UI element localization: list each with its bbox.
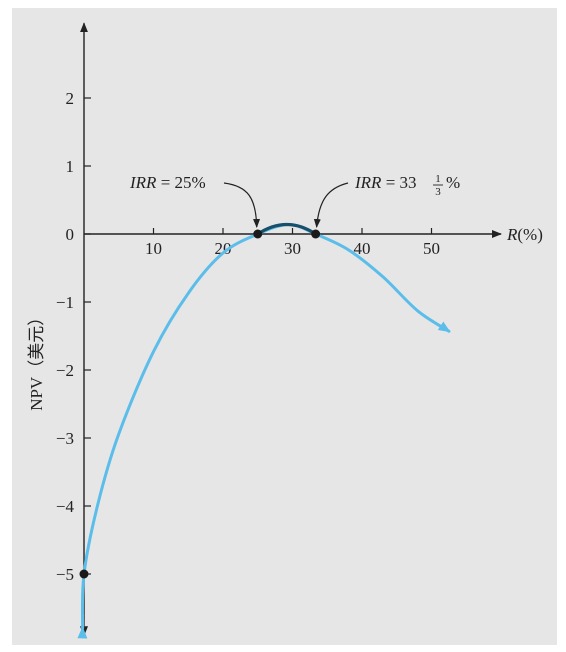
x-tick-label: 20 <box>215 239 232 258</box>
data-point <box>311 229 321 239</box>
npv-curve-positive-segment <box>256 222 318 236</box>
x-tick-label: 10 <box>145 239 162 258</box>
x-axis-title: R(%) <box>506 225 543 244</box>
npv-profile-chart: 10 20 30 40 50 210−1−2−3−4−5 IRR = 25% IRR = … <box>27 22 543 639</box>
percent-sign: % <box>446 173 460 192</box>
y-axis-title: NPV（美元） <box>27 309 46 411</box>
data-point <box>79 569 89 579</box>
y-tick-label: −3 <box>56 429 74 448</box>
data-point <box>253 229 263 239</box>
y-tick-label: −2 <box>56 361 74 380</box>
y-tick-label: −1 <box>56 293 74 312</box>
y-tick-label: −5 <box>56 565 74 584</box>
npv-curve <box>77 222 451 639</box>
x-tick-label: 30 <box>284 239 301 258</box>
irr-25-arrow <box>223 182 261 228</box>
y-tick-label: 2 <box>66 89 75 108</box>
y-tick-label: −4 <box>56 497 75 516</box>
irr-33-arrow <box>313 182 349 228</box>
chart-panel: 10 20 30 40 50 2 1 0 −1 −2 −3 −4 −5 IRR = 25% IRR = … <box>12 8 557 645</box>
irr-25-annotation: IRR = 25% <box>129 173 206 192</box>
y-tick-label: 0 <box>66 225 75 244</box>
y-tick-label: 1 <box>66 157 75 176</box>
x-tick-label: 50 <box>423 239 440 258</box>
irr-33-annotation: IRR = 33 <box>354 173 417 192</box>
x-tick-label: 40 <box>354 239 371 258</box>
fraction-denominator: 3 <box>435 186 441 198</box>
fraction-numerator: 1 <box>435 173 441 185</box>
